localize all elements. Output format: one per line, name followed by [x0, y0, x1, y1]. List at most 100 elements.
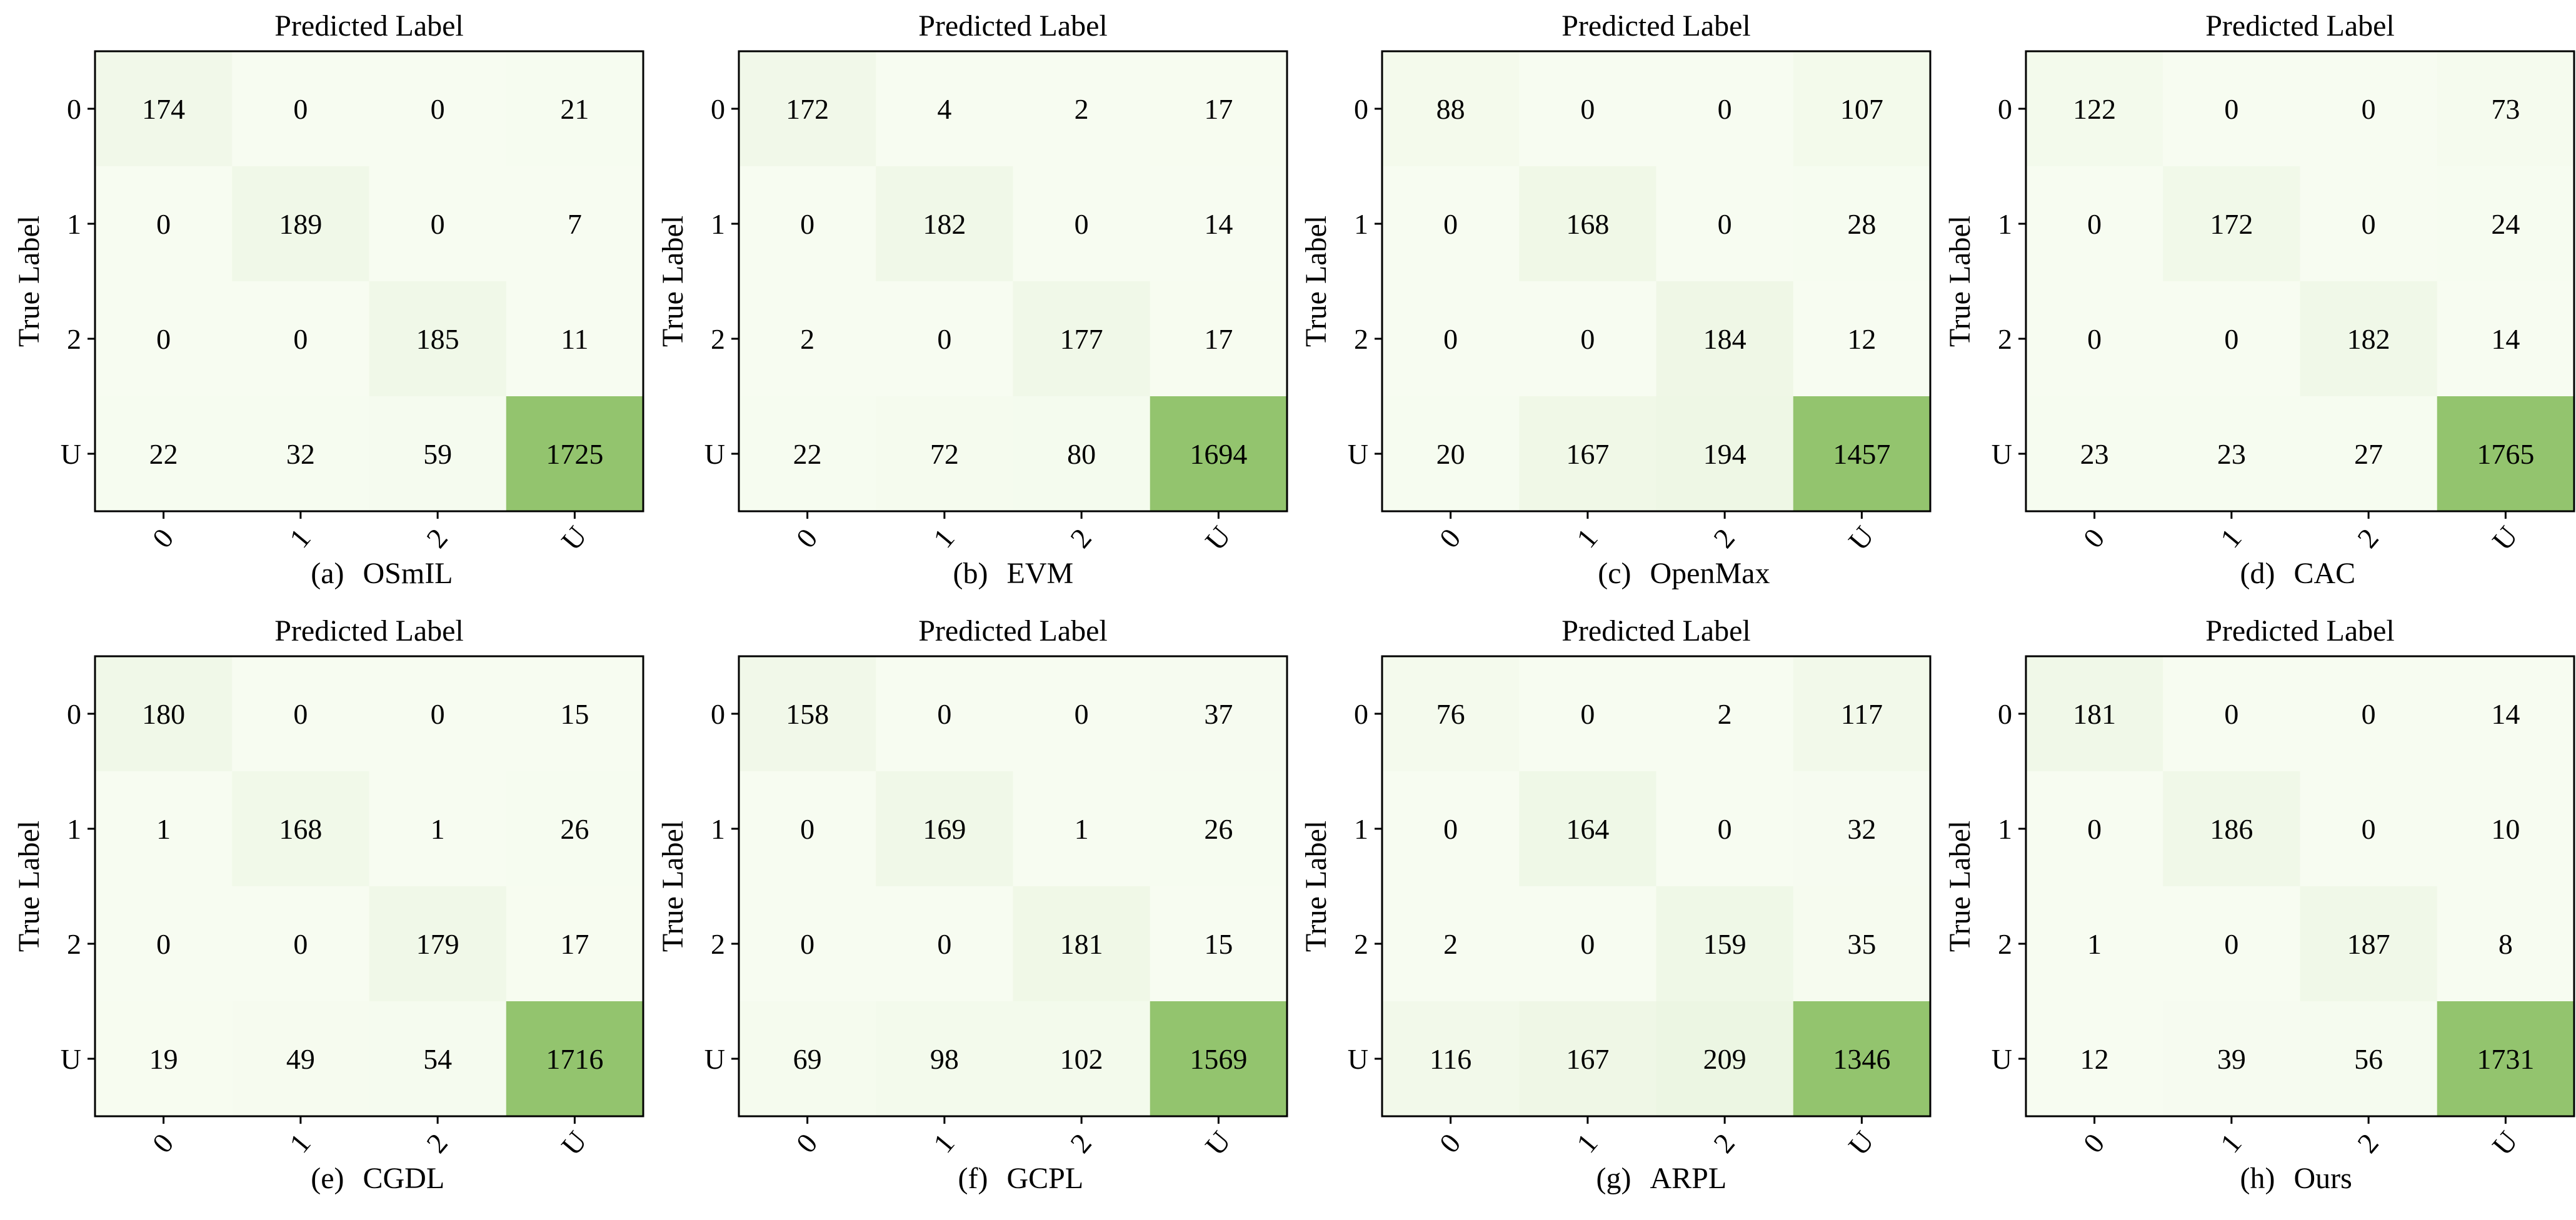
- caption-letter: (h): [2240, 1162, 2275, 1195]
- heatmap-cell: [95, 771, 233, 887]
- heatmap-cell: [95, 396, 233, 512]
- cell-value-label: 2: [1075, 93, 1089, 125]
- heatmap-cell: [232, 281, 369, 397]
- cell-value-label: 1725: [546, 438, 603, 470]
- heatmap-cell: [1013, 51, 1151, 167]
- heatmap-cell: [2026, 886, 2163, 1002]
- heatmap-cell: [2026, 771, 2163, 887]
- heatmap-cell: [1793, 886, 1931, 1002]
- panel-title: Predicted Label: [274, 614, 464, 648]
- cell-value-label: 159: [1703, 928, 1747, 960]
- cell-value-label: 181: [1060, 928, 1103, 960]
- x-tick-label: U: [2486, 1125, 2523, 1161]
- heatmap-cell: [1656, 771, 1794, 887]
- heatmap-cell: [876, 886, 1013, 1002]
- cell-value-label: 167: [1566, 438, 1609, 470]
- x-tick-label: U: [2486, 520, 2523, 556]
- heatmap-cell: [2163, 166, 2300, 282]
- heatmap-cell: [1793, 771, 1931, 887]
- cell-value-label: 73: [2491, 93, 2520, 125]
- cell-value-label: 0: [937, 698, 951, 730]
- heatmap-cell: [506, 886, 644, 1002]
- cell-value-label: 181: [2073, 698, 2116, 730]
- panel-title: Predicted Label: [918, 9, 1108, 42]
- y-tick-label: 1: [711, 208, 725, 240]
- y-tick-label: 0: [711, 698, 725, 730]
- x-tick-label: 2: [420, 522, 454, 554]
- cell-value-label: 0: [1718, 813, 1732, 845]
- cell-value-label: 24: [2491, 208, 2520, 240]
- cell-value-label: 12: [1847, 323, 1876, 355]
- cell-value-label: 168: [1566, 208, 1609, 240]
- panel-title: Predicted Label: [1561, 9, 1751, 42]
- panel-title: Predicted Label: [274, 9, 464, 42]
- heatmap-cell: [232, 656, 369, 772]
- heatmap-cell: [739, 656, 876, 772]
- caption-method-name: GCPL: [1007, 1162, 1084, 1195]
- caption-method-name: ARPL: [1650, 1162, 1727, 1195]
- y-tick-label: 2: [1354, 323, 1368, 355]
- cell-value-label: 0: [156, 323, 171, 355]
- cell-value-label: 0: [156, 208, 171, 240]
- y-tick-label: 1: [711, 813, 725, 845]
- panel-frame: [2025, 50, 2575, 512]
- y-tick-label: 2: [67, 928, 81, 960]
- heatmap-cell: [506, 166, 644, 282]
- x-tick-label: 0: [1433, 1128, 1467, 1159]
- x-tick-label: 2: [2351, 1128, 2385, 1159]
- heatmap-cell: [876, 771, 1013, 887]
- cell-value-label: 164: [1566, 813, 1609, 845]
- heatmap-cell: [1150, 281, 1288, 397]
- heatmap-cell: [1519, 886, 1656, 1002]
- y-axis-title: True Label: [1943, 216, 1977, 347]
- cell-value-label: 59: [423, 438, 452, 470]
- y-tick-label: 1: [1354, 813, 1368, 845]
- caption-letter: (c): [1598, 557, 1631, 590]
- cell-value-label: 0: [1580, 93, 1595, 125]
- heatmap-cell: [2026, 281, 2163, 397]
- cell-value-label: 23: [2217, 438, 2246, 470]
- heatmap-cell: [876, 1001, 1013, 1117]
- confusion-matrix-panel-arpl: Predicted Label 76 0 2 117 0 164 0 32 2 0 159 35 116 1…: [1300, 614, 1932, 1195]
- cell-value-label: 27: [2354, 438, 2383, 470]
- heatmap-cell: [1150, 51, 1288, 167]
- heatmap-cell: [1150, 886, 1288, 1002]
- heatmap-cell: [2300, 166, 2438, 282]
- cell-value-label: 8: [2498, 928, 2513, 960]
- cell-value-label: 1346: [1833, 1043, 1890, 1075]
- x-tick-label: 1: [927, 1128, 961, 1159]
- heatmap-cell: [1150, 771, 1288, 887]
- y-tick-label: 1: [1998, 208, 2012, 240]
- heatmap-cell: [1656, 281, 1794, 397]
- cell-value-label: 20: [1436, 438, 1465, 470]
- heatmap-cell: [2300, 886, 2438, 1002]
- cell-value-label: 0: [2087, 208, 2102, 240]
- heatmap-cell: [2026, 166, 2163, 282]
- heatmap-cell: [739, 51, 876, 167]
- y-tick-label: 0: [1354, 698, 1368, 730]
- heatmap-cell: [1793, 396, 1931, 512]
- y-tick-label: 2: [711, 323, 725, 355]
- cell-value-label: 69: [793, 1043, 822, 1075]
- heatmap-cell: [2163, 771, 2300, 887]
- cell-value-label: 26: [1204, 813, 1233, 845]
- heatmap-cell: [2026, 51, 2163, 167]
- heatmap-cell: [232, 396, 369, 512]
- y-tick-label: 0: [67, 93, 81, 125]
- x-tick-label: 1: [1570, 1128, 1604, 1159]
- heatmap-cell: [369, 771, 507, 887]
- heatmap-cell: [1519, 51, 1656, 167]
- cell-value-label: 35: [1847, 928, 1876, 960]
- panel-title: Predicted Label: [2205, 614, 2395, 648]
- y-tick-label: U: [704, 438, 725, 470]
- cell-value-label: 19: [149, 1043, 178, 1075]
- x-tick-label: 0: [790, 522, 824, 554]
- panel-frame: [2025, 655, 2575, 1118]
- cell-value-label: 0: [1718, 208, 1732, 240]
- heatmap-cell: [369, 1001, 507, 1117]
- cell-value-label: 0: [800, 928, 814, 960]
- heatmap-cell: [2163, 281, 2300, 397]
